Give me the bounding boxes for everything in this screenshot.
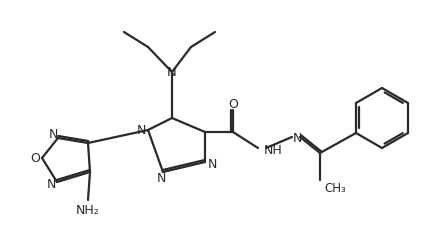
Text: NH₂: NH₂ [76,203,100,217]
Text: N: N [156,173,166,185]
Text: N: N [167,66,177,78]
Text: N: N [49,129,58,141]
Text: O: O [30,151,40,165]
Text: O: O [228,98,238,112]
Text: CH₃: CH₃ [324,182,346,194]
Text: N: N [207,157,217,171]
Text: N: N [136,123,146,137]
Text: N: N [46,179,56,191]
Text: N: N [292,132,302,146]
Text: NH: NH [264,145,283,157]
